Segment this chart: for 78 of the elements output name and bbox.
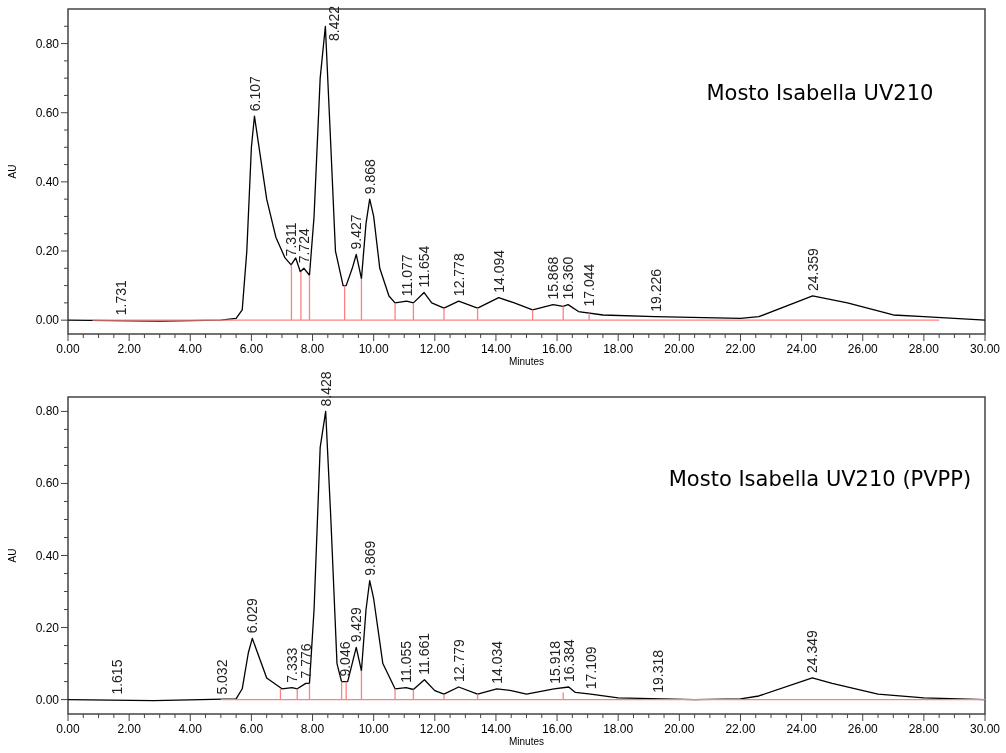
x-tick-label: 10.00	[358, 342, 390, 356]
annotation: 19.318	[650, 649, 667, 693]
annotation: 16.384	[560, 638, 577, 682]
x-tick-label: 6.00	[239, 722, 264, 736]
annotation: 19.226	[647, 268, 664, 312]
x-tick-label: 2.00	[117, 722, 142, 736]
annotation: 9.046	[336, 641, 353, 677]
annotation: 14.094	[490, 249, 507, 293]
x-axis-title: Minutes	[508, 356, 545, 367]
x-tick-label: 20.00	[664, 722, 695, 736]
annotation: 17.044	[580, 263, 597, 307]
annotation: 9.868	[361, 158, 378, 195]
annotation: 15.868	[545, 256, 562, 300]
annotation: 9.869	[361, 540, 378, 576]
x-tick-label: 26.00	[847, 342, 879, 356]
annotation: 24.359	[804, 247, 821, 291]
x-tick-label: 20.00	[664, 342, 695, 356]
x-tick-label: 18.00	[603, 342, 634, 356]
x-tick-label: 0.00	[56, 342, 80, 356]
y-tick-label: 0.80	[35, 36, 60, 51]
x-tick-label: 26.00	[847, 722, 879, 736]
annotation: 1.615	[109, 659, 126, 695]
x-tick-label: 0.00	[56, 722, 80, 736]
x-tick-label: 8.00	[300, 342, 325, 356]
x-tick-label: 24.00	[786, 342, 817, 356]
annotation: 12.779	[450, 638, 467, 682]
x-tick-label: 28.00	[908, 342, 940, 356]
x-tick-label: 22.00	[725, 722, 756, 736]
annotation: 12.778	[450, 253, 467, 297]
x-tick-label: 6.00	[239, 342, 264, 356]
x-tick-label: 4.00	[178, 722, 203, 736]
x-tick-label: 10.00	[358, 722, 390, 736]
y-tick-label: 0.60	[35, 476, 60, 491]
annotation: 9.427	[348, 214, 365, 250]
annotation: 15.918	[546, 640, 563, 684]
y-tick-label: 0.80	[35, 404, 60, 419]
annotation: 16.360	[560, 256, 577, 300]
x-tick-label: 22.00	[725, 342, 756, 356]
y-tick-label: 0.20	[35, 244, 60, 259]
y-tick-label: 0.60	[35, 105, 60, 120]
x-tick-label: 24.00	[786, 722, 817, 736]
annotation: 8.428	[317, 371, 334, 407]
x-axis-title: Minutes	[508, 736, 545, 747]
x-tick-label: 12.00	[419, 722, 451, 736]
x-tick-label: 2.00	[117, 342, 142, 356]
y-tick-label: 0.20	[35, 620, 60, 635]
x-tick-label: 14.00	[480, 722, 512, 736]
x-tick-label: 30.00	[969, 722, 1001, 736]
y-tick-label: 0.40	[35, 548, 60, 563]
annotation: 17.109	[582, 646, 599, 690]
y-tick-label: 0.40	[35, 174, 60, 189]
annotation: 6.107	[246, 75, 263, 112]
annotation: 11.055	[397, 640, 414, 683]
annotation: 5.032	[213, 659, 230, 695]
annotation: 11.077	[398, 254, 415, 297]
x-tick-label: 30.00	[969, 342, 1001, 356]
x-tick-label: 16.00	[542, 722, 573, 736]
annotation: 1.731	[112, 279, 129, 316]
x-tick-label: 4.00	[178, 342, 203, 356]
text: Mosto Isabella UV210	[706, 81, 934, 105]
annotation: 9.429	[348, 607, 365, 643]
annotation: 11.654	[416, 245, 433, 288]
annotation: 14.034	[488, 640, 505, 684]
text: Mosto Isabella UV210 (PVPP)	[668, 466, 972, 491]
x-tick-label: 8.00	[300, 722, 325, 736]
annotation: 8.422	[326, 5, 343, 41]
y-tick-label: 0.00	[35, 313, 60, 328]
x-tick-label: 18.00	[603, 722, 634, 736]
y-axis-title: AU	[7, 548, 18, 563]
x-tick-label: 28.00	[908, 722, 940, 736]
y-axis-title: AU	[7, 164, 18, 179]
annotation: 6.029	[244, 598, 261, 634]
annotation: 24.349	[804, 629, 821, 673]
x-tick-label: 16.00	[542, 342, 573, 356]
y-tick-label: 0.00	[35, 692, 60, 707]
x-tick-label: 14.00	[480, 342, 512, 356]
x-tick-label: 12.00	[419, 342, 451, 356]
annotation: 11.661	[416, 632, 433, 675]
